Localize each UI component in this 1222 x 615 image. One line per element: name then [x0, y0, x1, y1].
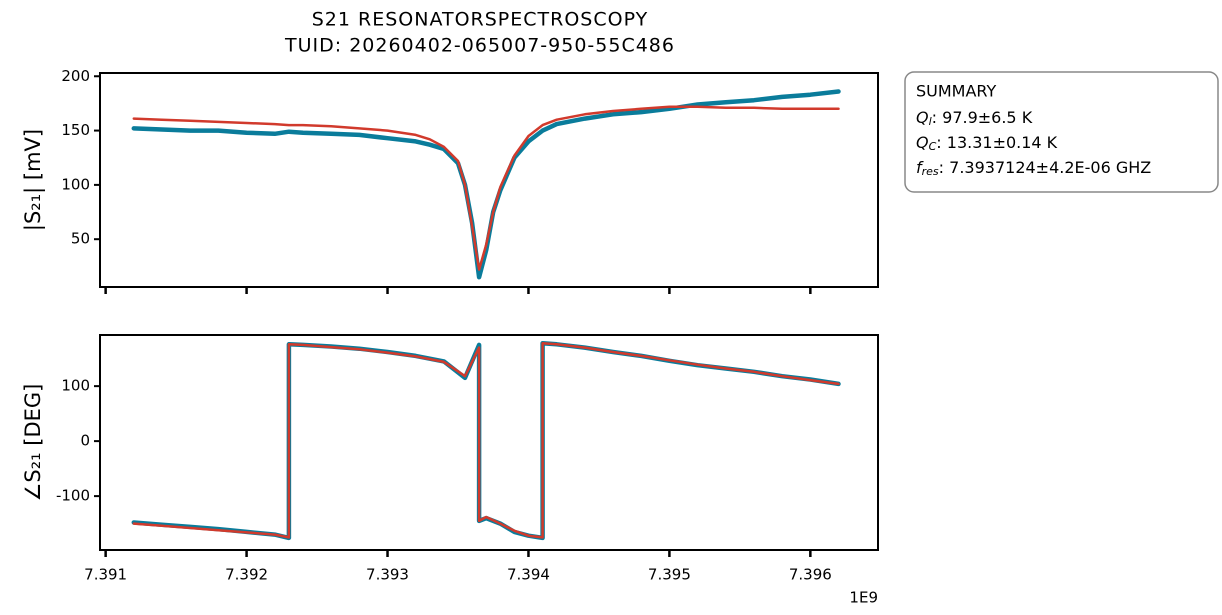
- value: : 13.31±0.14 K: [936, 133, 1057, 152]
- y-tick-label: 100: [61, 175, 90, 193]
- y-tick-label: 50: [71, 230, 90, 248]
- summary-heading: SUMMARY: [916, 82, 997, 101]
- x-tick-label: 7.393: [366, 566, 409, 584]
- summary-row: QC: 13.31±0.14 K: [916, 133, 1058, 154]
- symbol: Q: [916, 108, 929, 127]
- symbol: f: [916, 158, 924, 177]
- title-line: TUID: 20260402-065007-950-55C486: [284, 35, 675, 57]
- y-tick-label: 150: [61, 121, 90, 139]
- data-line: [131, 340, 841, 541]
- symbol: Q: [916, 133, 929, 152]
- value: : 7.3937124±4.2E-06 GHZ: [939, 158, 1152, 177]
- x-tick-label: 7.392: [225, 566, 268, 584]
- y-axis-label: ∠S₂₁ [DEG]: [21, 384, 45, 502]
- x-tick-label: 7.396: [789, 566, 832, 584]
- summary-row: Ql: 97.9±6.5 K: [916, 108, 1033, 129]
- x-tick-label: 7.391: [84, 566, 127, 584]
- x-tick-label: 7.395: [648, 566, 691, 584]
- value: : 97.9±6.5 K: [932, 108, 1033, 127]
- x-tick-label: 7.394: [507, 566, 550, 584]
- y-axis-label: |S₂₁| [mV]: [21, 129, 46, 231]
- subscript: res: [922, 165, 939, 178]
- subscript: C: [929, 140, 937, 153]
- x-offset-text: 1E9: [849, 589, 878, 607]
- summary-box: [904, 71, 1219, 193]
- title-line: S21 RESONATORSPECTROSCOPY: [312, 9, 648, 31]
- y-tick-label: 0: [80, 432, 90, 450]
- axes-frame: [99, 334, 879, 551]
- y-tick-label: 100: [61, 377, 90, 395]
- subscript: l: [929, 115, 932, 128]
- axes-frame: [99, 72, 879, 288]
- summary-row: fres: 7.3937124±4.2E-06 GHZ: [916, 158, 1151, 179]
- fit-line: [132, 105, 840, 271]
- fit-line: [132, 341, 840, 539]
- y-tick-label: 200: [61, 67, 90, 85]
- y-tick-label: -100: [56, 487, 90, 505]
